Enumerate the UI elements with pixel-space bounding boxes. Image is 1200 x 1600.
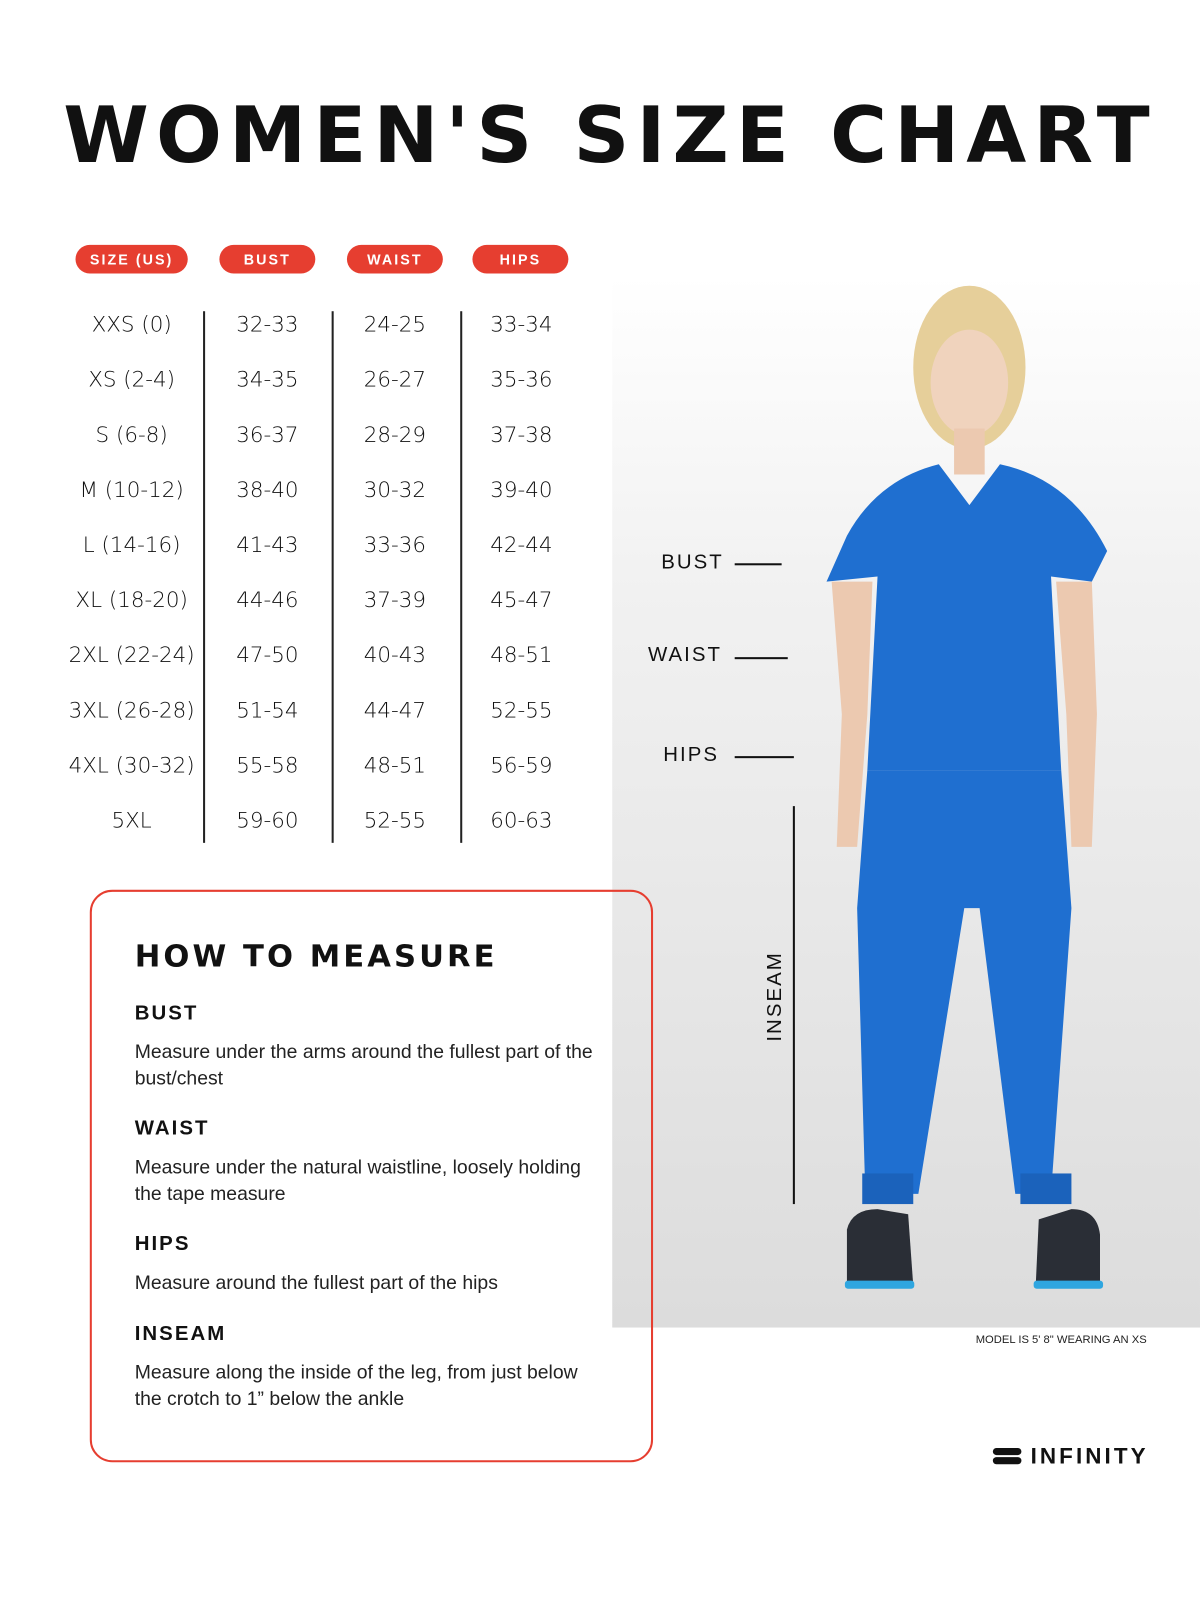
infinity-logo-icon bbox=[992, 1447, 1022, 1465]
header-size: SIZE (US) bbox=[75, 244, 188, 274]
size-cell: L (14-16) bbox=[82, 532, 181, 558]
waist-line bbox=[734, 657, 788, 659]
size-cell: 4XL (30-32) bbox=[68, 753, 195, 778]
hips-section: HIPS Measure around the fullest part of t… bbox=[135, 1233, 604, 1297]
section-heading: BUST bbox=[134, 1002, 199, 1025]
bust-line bbox=[734, 563, 782, 565]
measure-cell: 39-40 bbox=[490, 477, 553, 503]
column-divider bbox=[331, 311, 334, 843]
measure-cell: 56-59 bbox=[490, 753, 553, 778]
section-heading: INSEAM bbox=[134, 1322, 227, 1345]
measure-cell: 24-25 bbox=[363, 312, 427, 337]
model-photo bbox=[612, 275, 1200, 1328]
inseam-line bbox=[792, 806, 795, 1205]
inseam-label: INSEAM bbox=[763, 951, 787, 1042]
measure-cell: 51-54 bbox=[236, 697, 299, 723]
measure-cell: 44-46 bbox=[236, 587, 299, 613]
measure-cell: 52-55 bbox=[363, 808, 427, 833]
size-cell: 2XL (22-24) bbox=[68, 642, 195, 668]
measure-cell: 42-44 bbox=[490, 532, 553, 558]
measure-cell: 44-47 bbox=[363, 697, 427, 723]
hips-line bbox=[734, 756, 794, 758]
measure-cell: 36-37 bbox=[236, 422, 299, 447]
bust-section: BUST Measure under the arms around the fu… bbox=[135, 1002, 604, 1093]
section-heading: HIPS bbox=[134, 1232, 191, 1256]
header-hips: HIPS bbox=[472, 244, 569, 274]
section-text: Measure along the inside of the leg, fro… bbox=[134, 1362, 578, 1411]
section-text: Measure around the fullest part of the h… bbox=[134, 1272, 498, 1294]
inseam-section: INSEAM Measure along the inside of the le… bbox=[135, 1322, 604, 1413]
measure-cell: 52-55 bbox=[490, 697, 553, 723]
measure-cell: 35-36 bbox=[490, 367, 553, 392]
measure-cell: 48-51 bbox=[490, 642, 553, 668]
measure-cell: 59-60 bbox=[236, 808, 299, 833]
column-divider bbox=[203, 311, 205, 843]
measure-cell: 37-39 bbox=[363, 587, 427, 613]
section-heading: WAIST bbox=[134, 1117, 210, 1140]
measure-cell: 47-50 bbox=[236, 642, 299, 668]
hips-label: HIPS bbox=[663, 743, 720, 767]
waist-section: WAIST Measure under the natural waistline… bbox=[135, 1117, 604, 1208]
measure-cell: 41-43 bbox=[236, 532, 299, 558]
brand-name: INFINITY bbox=[1030, 1442, 1149, 1469]
size-cell: 5XL bbox=[111, 808, 152, 833]
waist-label: WAIST bbox=[647, 643, 723, 667]
measure-cell: 40-43 bbox=[363, 642, 427, 668]
how-to-measure-box: HOW TO MEASURE BUST Measure under the arm… bbox=[89, 889, 654, 1463]
measure-cell: 37-38 bbox=[490, 422, 553, 447]
model-note: MODEL IS 5' 8" WEARING AN XS bbox=[975, 1333, 1147, 1346]
measure-cell: 45-47 bbox=[490, 587, 553, 613]
measure-cell: 48-51 bbox=[363, 753, 427, 778]
measure-cell: 30-32 bbox=[363, 477, 427, 503]
header-waist: WAIST bbox=[346, 244, 443, 274]
measure-cell: 33-34 bbox=[490, 312, 553, 337]
how-to-title: HOW TO MEASURE bbox=[134, 938, 498, 975]
size-cell: 3XL (26-28) bbox=[68, 697, 195, 723]
measure-cell: 28-29 bbox=[363, 422, 427, 447]
page-title: WOMEN'S SIZE CHART bbox=[63, 89, 1157, 181]
size-cell: XL (18-20) bbox=[75, 587, 188, 613]
measure-cell: 60-63 bbox=[490, 808, 553, 833]
column-divider bbox=[460, 311, 462, 843]
measure-cell: 33-36 bbox=[363, 532, 427, 558]
size-cell: XXS (0) bbox=[91, 312, 172, 337]
measure-cell: 32-33 bbox=[236, 312, 299, 337]
measure-cell: 34-35 bbox=[236, 367, 299, 392]
brand-logo: INFINITY bbox=[992, 1443, 1149, 1470]
measure-cell: 26-27 bbox=[363, 367, 427, 392]
size-cell: XS (2-4) bbox=[88, 367, 176, 392]
section-text: Measure under the arms around the fulles… bbox=[134, 1041, 593, 1090]
section-text: Measure under the natural waistline, loo… bbox=[134, 1157, 581, 1206]
size-cell: S (6-8) bbox=[95, 422, 168, 447]
size-cell: M (10-12) bbox=[79, 477, 184, 503]
header-bust: BUST bbox=[219, 244, 316, 274]
measure-cell: 38-40 bbox=[236, 477, 299, 503]
measure-cell: 55-58 bbox=[236, 753, 299, 778]
model-figure bbox=[826, 285, 1108, 1289]
bust-label: BUST bbox=[661, 551, 724, 574]
